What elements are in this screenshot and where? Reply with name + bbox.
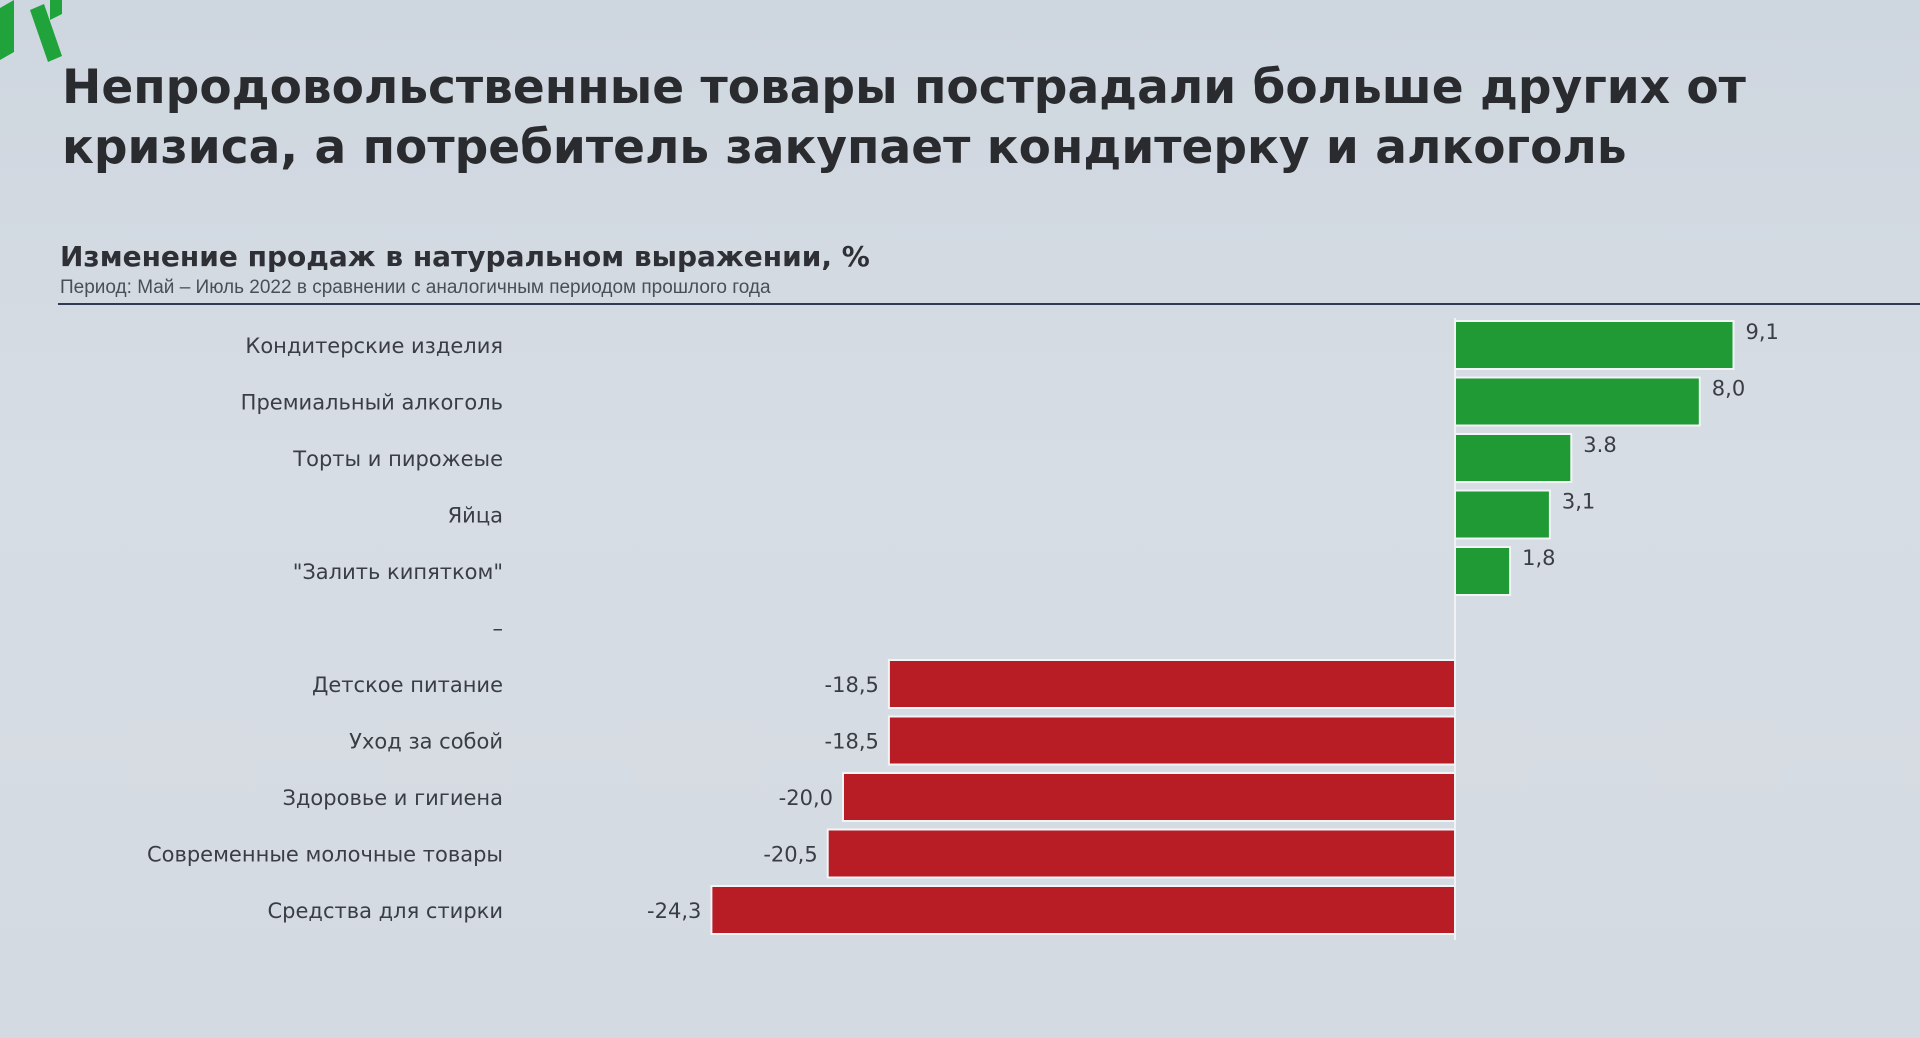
value-label: -20,0 — [779, 786, 833, 810]
bar-positive — [1454, 489, 1551, 540]
category-label: Здоровье и гигиена — [282, 786, 503, 810]
value-label: -18,5 — [825, 673, 879, 697]
chart-divider — [58, 303, 1920, 305]
value-label: 8,0 — [1712, 377, 1745, 401]
category-label: Кондитерские изделия — [245, 334, 503, 358]
category-label: Современные молочные товары — [147, 843, 503, 867]
bar-negative — [887, 715, 1456, 766]
bar-negative — [842, 772, 1456, 822]
chart-bars — [710, 320, 1735, 935]
bar-positive — [1454, 320, 1735, 370]
value-label: 3.8 — [1583, 433, 1616, 457]
value-label: -24,3 — [647, 899, 701, 923]
logo-icon — [0, 0, 62, 62]
bar-negative — [826, 828, 1456, 879]
chart-subtitle: Период: Май – Июль 2022 в сравнении с ан… — [60, 277, 771, 298]
value-label: 3,1 — [1562, 490, 1595, 514]
bar-negative — [887, 659, 1456, 709]
category-label: Средства для стирки — [268, 899, 503, 923]
value-label: 9,1 — [1746, 320, 1779, 344]
bar-positive — [1454, 546, 1512, 596]
value-label: -20,5 — [763, 843, 817, 867]
category-label: – — [493, 617, 504, 641]
value-label: 1,8 — [1522, 546, 1555, 570]
category-label: Уход за собой — [349, 730, 503, 754]
value-labels: 9,1 8,0 3.8 3,1 1,8 -18,5 -18,5 -20,0 -20,5 -24,3 — [647, 320, 1779, 923]
value-label: -18,5 — [825, 730, 879, 754]
category-labels: Кондитерские изделия Премиальный алкоголь… — [147, 334, 503, 923]
category-label: Яйца — [448, 504, 503, 528]
chart-title: Изменение продаж в натуральном выражении… — [60, 240, 870, 273]
category-label: "Залить кипятком" — [293, 560, 503, 584]
bar-positive — [1454, 433, 1573, 483]
category-label: Премиальный алкоголь — [241, 391, 503, 415]
category-label: Торты и пирожеые — [292, 447, 503, 471]
category-label: Детское питание — [312, 673, 503, 697]
bar-positive — [1454, 376, 1701, 427]
bar-negative — [710, 885, 1456, 935]
slide-headline: Непродовольственные товары пострадали бо… — [62, 60, 1746, 175]
